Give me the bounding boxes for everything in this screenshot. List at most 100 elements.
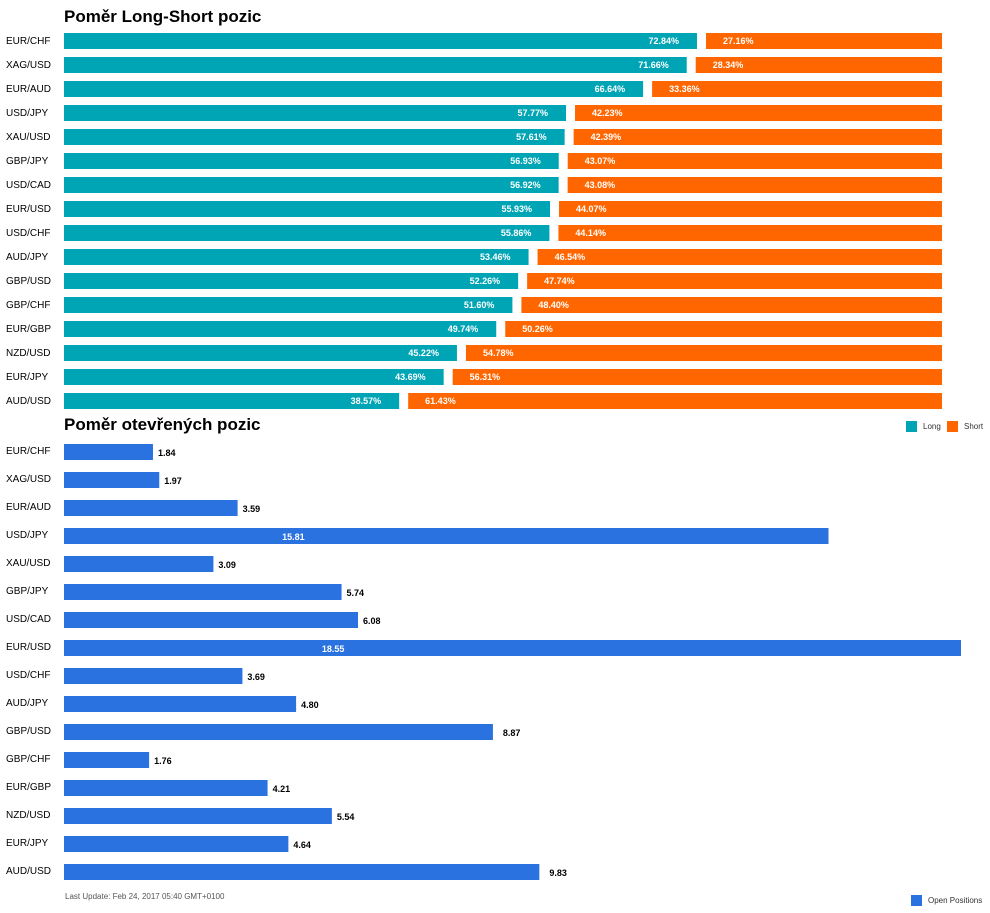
long-value-label: 45.22% bbox=[408, 348, 439, 358]
legend-long[interactable]: Long bbox=[906, 421, 941, 432]
short-value-label: 43.07% bbox=[585, 156, 616, 166]
last-update-text: Last Update: Feb 24, 2017 05:40 GMT+0100 bbox=[65, 892, 225, 901]
category-label: EUR/GBP bbox=[6, 324, 51, 335]
short-value-label: 46.54% bbox=[555, 252, 586, 262]
open-position-value-label: 1.84 bbox=[158, 448, 176, 458]
open-position-bar bbox=[64, 640, 961, 656]
short-value-label: 42.39% bbox=[591, 132, 622, 142]
open-position-bar bbox=[64, 724, 493, 740]
category-label: AUD/JPY bbox=[6, 252, 49, 263]
open-position-value-label: 5.74 bbox=[347, 588, 365, 598]
category-label: USD/JPY bbox=[6, 530, 49, 541]
category-label: EUR/GBP bbox=[6, 782, 51, 793]
long-value-label: 52.26% bbox=[470, 276, 501, 286]
short-bar bbox=[567, 153, 942, 169]
long-value-label: 56.93% bbox=[510, 156, 541, 166]
category-label: XAG/USD bbox=[6, 474, 51, 485]
category-label: EUR/CHF bbox=[6, 36, 50, 47]
category-label: EUR/JPY bbox=[6, 838, 49, 849]
legend-open-label: Open Positions bbox=[928, 896, 983, 905]
open-position-bar bbox=[64, 444, 153, 460]
category-label: XAU/USD bbox=[6, 558, 50, 569]
long-bar bbox=[64, 321, 497, 337]
short-bar bbox=[705, 33, 942, 49]
open-position-value-label: 1.97 bbox=[164, 476, 182, 486]
category-label: EUR/CHF bbox=[6, 446, 50, 457]
category-label: EUR/AUD bbox=[6, 502, 51, 513]
open-position-bar bbox=[64, 696, 297, 712]
category-label: GBP/USD bbox=[6, 726, 51, 737]
legend-open-swatch bbox=[911, 895, 922, 906]
long-value-label: 57.61% bbox=[516, 132, 547, 142]
category-label: XAG/USD bbox=[6, 60, 51, 71]
category-label: AUD/JPY bbox=[6, 698, 49, 709]
short-bar bbox=[537, 249, 942, 265]
open-position-value-label: 8.87 bbox=[503, 728, 521, 738]
legend-open-positions[interactable]: Open Positions bbox=[911, 895, 982, 906]
long-bar bbox=[64, 369, 444, 385]
short-bar bbox=[652, 81, 942, 97]
long-bar bbox=[64, 393, 400, 409]
category-label: EUR/JPY bbox=[6, 372, 49, 383]
legend-short-label: Short bbox=[964, 422, 984, 431]
short-value-label: 44.14% bbox=[575, 228, 606, 238]
open-position-bar bbox=[64, 752, 150, 768]
category-label: GBP/USD bbox=[6, 276, 51, 287]
open-position-value-label: 4.64 bbox=[293, 840, 311, 850]
open-position-bar bbox=[64, 836, 289, 852]
short-bar bbox=[559, 201, 942, 217]
category-label: NZD/USD bbox=[6, 810, 50, 821]
short-value-label: 27.16% bbox=[723, 36, 754, 46]
category-label: AUD/USD bbox=[6, 396, 51, 407]
long-bar bbox=[64, 129, 565, 145]
short-value-label: 33.36% bbox=[669, 84, 700, 94]
long-bar bbox=[64, 177, 559, 193]
open-position-value-label: 9.83 bbox=[549, 868, 567, 878]
long-value-label: 72.84% bbox=[648, 36, 679, 46]
legend-long-swatch bbox=[906, 421, 917, 432]
long-bar bbox=[64, 225, 550, 241]
long-value-label: 55.86% bbox=[501, 228, 532, 238]
short-bar bbox=[575, 105, 942, 121]
short-bar bbox=[521, 297, 942, 313]
short-value-label: 28.34% bbox=[713, 60, 744, 70]
short-value-label: 47.74% bbox=[544, 276, 575, 286]
short-bar bbox=[573, 129, 942, 145]
short-value-label: 42.23% bbox=[592, 108, 623, 118]
category-label: USD/CAD bbox=[6, 614, 51, 625]
open-position-bar bbox=[64, 808, 332, 824]
open-position-value-label: 3.69 bbox=[247, 672, 265, 682]
long-value-label: 38.57% bbox=[351, 396, 382, 406]
short-value-label: 43.08% bbox=[585, 180, 616, 190]
open-position-bar bbox=[64, 528, 829, 544]
category-label: NZD/USD bbox=[6, 348, 50, 359]
open-position-value-label: 5.54 bbox=[337, 812, 355, 822]
short-bar bbox=[558, 225, 942, 241]
legend-short[interactable]: Short bbox=[947, 421, 983, 432]
open-position-bar bbox=[64, 556, 214, 572]
open-position-value-label: 15.81 bbox=[282, 532, 305, 542]
long-value-label: 51.60% bbox=[464, 300, 495, 310]
category-label: GBP/CHF bbox=[6, 300, 50, 311]
category-label: GBP/CHF bbox=[6, 754, 50, 765]
category-label: EUR/USD bbox=[6, 642, 51, 653]
long-bar bbox=[64, 33, 697, 49]
long-short-chart-title: Poměr Long-Short pozic bbox=[64, 7, 262, 26]
long-value-label: 53.46% bbox=[480, 252, 511, 262]
open-position-value-label: 1.76 bbox=[154, 756, 172, 766]
open-position-bar bbox=[64, 584, 342, 600]
open-position-value-label: 18.55 bbox=[322, 644, 345, 654]
open-position-bar bbox=[64, 864, 540, 880]
open-position-value-label: 4.21 bbox=[273, 784, 291, 794]
open-position-value-label: 4.80 bbox=[301, 700, 319, 710]
short-value-label: 56.31% bbox=[470, 372, 501, 382]
category-label: XAU/USD bbox=[6, 132, 50, 143]
category-label: USD/JPY bbox=[6, 108, 49, 119]
short-bar bbox=[408, 393, 942, 409]
short-bar bbox=[452, 369, 942, 385]
open-position-value-label: 6.08 bbox=[363, 616, 381, 626]
short-value-label: 61.43% bbox=[425, 396, 456, 406]
long-bar bbox=[64, 297, 513, 313]
short-bar bbox=[567, 177, 942, 193]
